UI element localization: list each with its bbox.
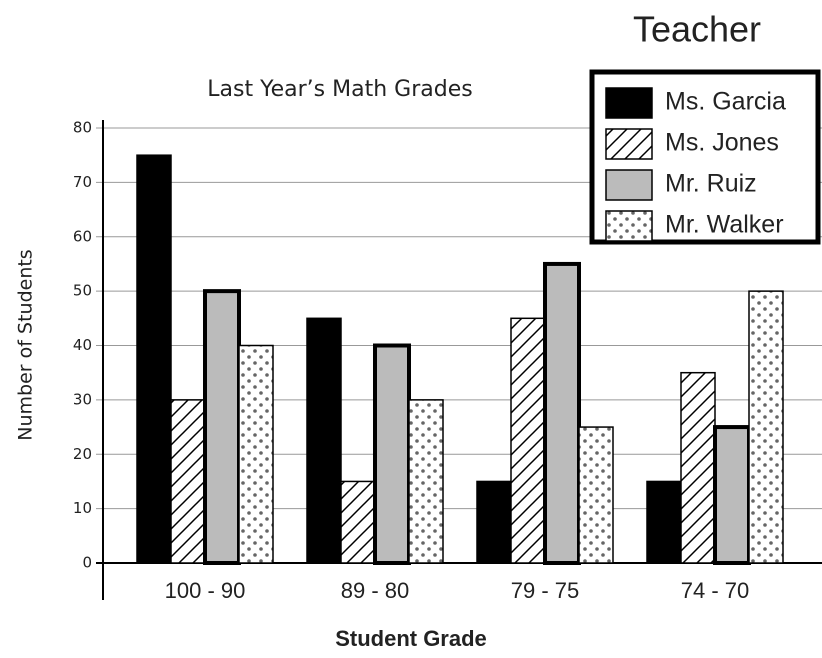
legend-swatch [605,210,653,242]
x-tick-label: 100 - 90 [165,578,246,603]
legend-swatch [605,169,653,201]
bar [238,344,274,564]
bar [306,317,342,564]
bar [680,371,716,564]
y-tick-label: 60 [73,227,92,245]
legend-label: Mr. Ruiz [665,170,757,198]
bar [543,261,581,565]
legend-swatch [605,87,653,119]
legend-label: Mr. Walker [665,211,784,239]
bar [476,480,512,564]
bar [510,317,546,564]
bar [646,480,682,564]
x-tick-label: 79 - 75 [511,578,580,603]
bar [203,289,241,565]
bar [578,426,614,564]
bar [136,154,172,564]
y-tick-label: 30 [73,390,92,408]
bar [713,425,751,565]
y-tick-label: 0 [82,554,92,572]
bar [170,399,206,564]
bar [748,290,784,564]
y-tick-label: 80 [73,119,92,137]
chart-title: Last Year’s Math Grades [207,77,472,102]
y-tick-label: 70 [73,173,92,191]
legend-swatch [605,128,653,160]
x-tick-label: 89 - 80 [341,578,410,603]
y-tick-label: 10 [73,499,92,517]
y-tick-label: 50 [73,282,92,300]
bar [373,343,411,565]
y-axis-label: Number of Students [15,249,37,440]
legend-label: Ms. Jones [665,129,779,157]
y-tick-label: 20 [73,445,92,463]
y-tick-label: 40 [73,336,92,354]
x-axis-label: Student Grade [335,626,487,651]
bar [340,480,376,564]
legend-label: Ms. Garcia [665,88,786,116]
legend-title: Teacher [633,9,761,50]
bar [408,399,444,564]
x-tick-label: 74 - 70 [681,578,750,603]
